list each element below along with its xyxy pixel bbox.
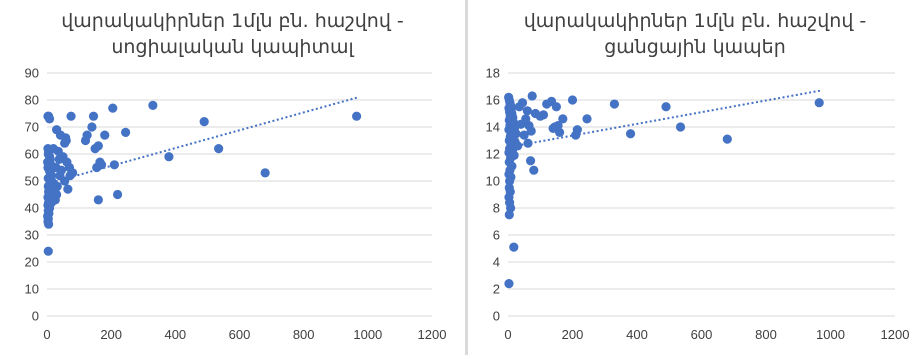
y-tick-label: 2 — [493, 282, 500, 297]
y-tick-label: 60 — [25, 147, 39, 162]
data-point — [260, 168, 270, 178]
y-tick-label: 30 — [25, 228, 39, 243]
data-point — [199, 117, 209, 127]
data-point — [93, 195, 103, 205]
chart-title: վարակակիրներ 1մլն բն. հաշվով - սոցիալակա… — [0, 8, 465, 60]
x-tick-label: 0 — [504, 327, 511, 342]
chart-title: վարակակիրներ 1մլն բն. հաշվով - ցանցային … — [468, 8, 922, 60]
x-tick-label: 1000 — [353, 327, 382, 342]
data-point — [66, 111, 76, 121]
y-tick-label: 50 — [25, 174, 39, 189]
data-point — [108, 103, 118, 113]
y-tick-label: 18 — [486, 66, 500, 81]
data-point — [164, 152, 174, 162]
data-point — [527, 91, 537, 101]
data-point — [214, 144, 224, 154]
y-tick-label: 16 — [486, 93, 500, 108]
y-tick-label: 0 — [493, 309, 500, 324]
y-tick-label: 20 — [25, 255, 39, 270]
data-point — [504, 210, 514, 220]
data-point — [87, 122, 97, 132]
y-tick-label: 8 — [493, 201, 500, 216]
chart-panel-right: վարակակիրներ 1մլն բն. հաշվով - ցանցային … — [468, 0, 922, 355]
y-tick-label: 80 — [25, 93, 39, 108]
data-point — [43, 246, 53, 256]
data-point — [538, 110, 549, 120]
data-point — [526, 126, 536, 136]
data-point — [68, 168, 78, 178]
data-point — [112, 189, 123, 200]
data-point — [148, 100, 158, 110]
chart-title-line-2: սոցիալական կապիտալ — [111, 36, 354, 58]
data-point — [52, 181, 62, 191]
data-point — [529, 165, 539, 175]
data-point — [88, 111, 99, 121]
data-point — [60, 138, 70, 148]
data-point — [100, 130, 110, 140]
data-point — [582, 114, 592, 124]
data-point — [522, 106, 532, 116]
x-tick-label: 800 — [293, 327, 315, 342]
x-tick-label: 0 — [43, 327, 50, 342]
x-tick-label: 600 — [691, 327, 713, 342]
data-point — [722, 134, 732, 144]
data-point — [93, 141, 103, 151]
y-tick-label: 70 — [25, 120, 39, 135]
y-tick-label: 4 — [493, 255, 500, 270]
data-point — [517, 98, 528, 108]
y-tick-label: 10 — [486, 174, 500, 189]
y-tick-label: 6 — [493, 228, 500, 243]
x-tick-label: 800 — [755, 327, 777, 342]
data-point — [509, 242, 519, 252]
y-tick-label: 12 — [486, 147, 500, 162]
x-tick-label: 200 — [100, 327, 122, 342]
data-point — [44, 219, 54, 229]
chart-title-line-1: վարակակիրներ 1մլն բն. հաշվով - — [523, 10, 867, 32]
data-point — [519, 130, 529, 140]
chart-title-line-2: ցանցային կապեր — [604, 36, 786, 58]
y-tick-label: 40 — [25, 201, 39, 216]
data-point — [121, 127, 131, 137]
data-point — [63, 184, 73, 194]
x-tick-label: 400 — [164, 327, 186, 342]
data-point — [572, 125, 582, 135]
scatter-plot-left: 0 10 20 30 40 50 60 70 80 90 0 200 400 600 800 1000 1200 — [25, 66, 447, 343]
data-point — [814, 98, 824, 108]
trendline — [507, 89, 822, 149]
scatter-plot-right: 0 2 4 6 8 10 12 14 16 18 0 200 400 600 800 1000 1200 — [486, 66, 910, 343]
data-point — [505, 176, 515, 186]
data-point — [555, 127, 565, 137]
y-tick-label: 10 — [25, 282, 39, 297]
data-point — [551, 102, 561, 112]
data-point — [567, 95, 578, 105]
data-point — [523, 138, 533, 148]
x-tick-label: 600 — [229, 327, 251, 342]
panel-divider — [465, 0, 468, 355]
data-point — [44, 114, 55, 124]
data-point — [675, 122, 686, 132]
chart-title-line-1: վարակակիրներ 1մլն բն. հաշվով - — [61, 10, 404, 32]
chart-panel-left: վարակակիրներ 1մլն բն. հաշվով - սոցիալակա… — [0, 8, 465, 343]
data-point — [96, 160, 107, 170]
y-tick-label: 0 — [32, 309, 39, 324]
data-point — [558, 114, 568, 124]
x-tick-label: 1000 — [816, 327, 845, 342]
data-point — [82, 130, 92, 140]
data-point — [56, 165, 67, 175]
data-point — [504, 279, 514, 289]
x-tick-label: 1200 — [881, 327, 910, 342]
y-tick-label: 14 — [486, 120, 500, 135]
y-tick-label: 90 — [25, 66, 39, 81]
x-tick-label: 200 — [562, 327, 584, 342]
data-point — [525, 156, 536, 166]
data-point — [609, 99, 620, 109]
data-point — [109, 160, 119, 170]
x-tick-label: 400 — [626, 327, 648, 342]
x-tick-label: 1200 — [418, 327, 447, 342]
data-point — [352, 111, 362, 121]
data-point — [661, 102, 671, 112]
data-point — [625, 129, 636, 139]
